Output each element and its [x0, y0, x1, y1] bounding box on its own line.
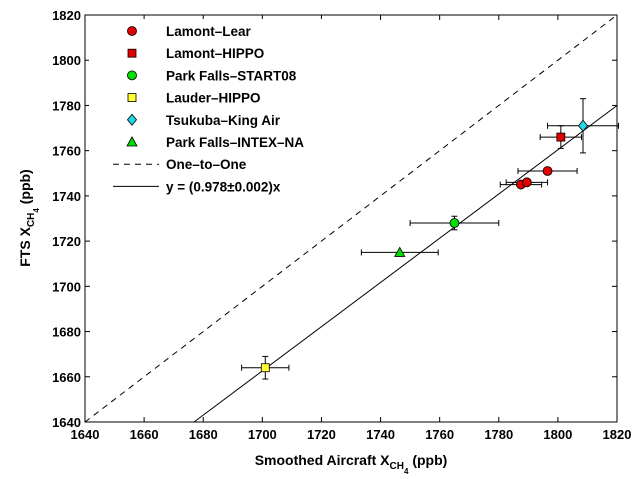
y-tick-label: 1700	[52, 279, 81, 294]
x-tick-label: 1820	[603, 427, 632, 442]
legend-marker	[127, 70, 137, 81]
data-point	[260, 363, 270, 373]
x-tick-label: 1680	[189, 427, 218, 442]
x-axis-label-unit: (ppb)	[408, 452, 447, 468]
y-axis-label-subsub: 4	[32, 208, 41, 213]
legend-marker	[126, 136, 138, 147]
data-point	[521, 177, 532, 188]
legend-label: Tsukuba–King Air	[166, 113, 281, 128]
data-point	[577, 119, 589, 132]
x-axis-label-main: Smoothed Aircraft X	[255, 452, 390, 468]
legend-label: y = (0.978±0.002)x	[166, 179, 281, 194]
y-tick-label: 1800	[52, 53, 81, 68]
y-axis-label: FTS XCH4 (ppb)	[17, 169, 41, 266]
x-tick-label: 1640	[71, 427, 100, 442]
legend-label: Park Falls–INTEX–NA	[166, 135, 304, 150]
x-tick-label: 1780	[484, 427, 513, 442]
x-tick-label: 1800	[543, 427, 572, 442]
x-tick-label: 1760	[425, 427, 454, 442]
y-tick-label: 1780	[52, 98, 81, 113]
y-tick-label: 1760	[52, 144, 81, 159]
legend: Lamont–Lear Lamont–HIPPO Park Falls–START0…	[89, 19, 351, 209]
y-axis-label-sub: CH	[26, 213, 37, 227]
data-point	[556, 132, 566, 142]
x-axis-label-sub: CH	[390, 461, 404, 472]
legend-marker	[127, 48, 137, 58]
axis-ticks: 1640 1660 1680 1700 1720 1740 1760 1780 1800 1820…	[52, 8, 631, 442]
x-tick-label: 1740	[366, 427, 395, 442]
data-point	[449, 218, 460, 228]
data-markers	[260, 119, 589, 373]
axes-box	[84, 14, 618, 423]
x-axis-label: Smoothed Aircraft XCH4 (ppb)	[255, 452, 448, 476]
y-tick-label: 1740	[52, 189, 81, 204]
x-axis-label-subsub: 4	[404, 467, 409, 476]
x-tick-label: 1660	[130, 427, 159, 442]
one-to-one-line	[84, 14, 618, 423]
legend-label: Park Falls–START08	[166, 68, 297, 83]
x-tick-label: 1700	[248, 427, 277, 442]
y-tick-label: 1660	[52, 370, 81, 385]
legend-marker	[127, 26, 137, 36]
legend-marker	[126, 113, 138, 126]
legend-label: Lauder–HIPPO	[166, 91, 261, 106]
y-tick-label: 1720	[52, 234, 81, 249]
y-axis-label-main: FTS X	[17, 226, 33, 266]
data-point	[394, 246, 406, 257]
y-axis-label-unit: (ppb)	[17, 169, 33, 208]
x-tick-label: 1720	[307, 427, 336, 442]
y-tick-label: 1820	[52, 8, 81, 23]
legend-label: Lamont–HIPPO	[166, 46, 264, 61]
y-tick-label: 1680	[52, 325, 81, 340]
y-tick-label: 1640	[52, 415, 81, 430]
data-point	[542, 166, 553, 176]
legend-marker	[127, 93, 137, 102]
legend-label: Lamont–Lear	[166, 24, 252, 39]
legend-label: One–to–One	[166, 157, 247, 172]
